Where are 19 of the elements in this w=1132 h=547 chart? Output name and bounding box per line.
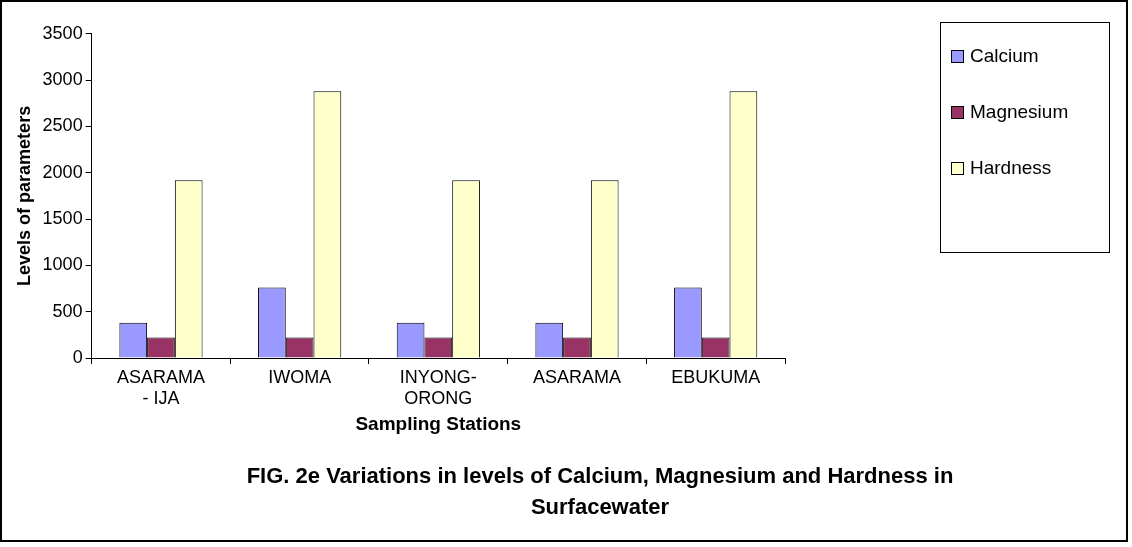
- x-tick-label: ASARAMA - IJA: [116, 366, 205, 409]
- y-tick-label: 3500: [42, 22, 83, 43]
- x-tick-label: ASARAMA: [532, 366, 622, 387]
- x-tick-label: EBUKUMA: [671, 366, 761, 387]
- x-tick-label: INYONG-ORONG: [399, 366, 477, 409]
- y-tick-label: 2500: [42, 115, 83, 136]
- text: FIG. 2e Variations in levels of Calcium, Magnesium and Hardness in Surfacewater: [245, 462, 955, 521]
- y-axis-title: Levels of parameters: [13, 105, 34, 286]
- x-axis-title: Sampling Stations: [355, 412, 522, 434]
- legend-label: Calcium: [970, 45, 1039, 67]
- y-tick-label: 1000: [42, 254, 83, 275]
- y-tick-label: 2000: [42, 161, 83, 182]
- legend-label: Magnesium: [970, 101, 1069, 123]
- y-tick-label: 1500: [42, 208, 83, 229]
- y-tick-label: 3000: [42, 69, 83, 90]
- y-tick-label: 500: [52, 300, 83, 321]
- legend-label: Hardness: [970, 157, 1052, 179]
- y-tick-label: 0: [72, 346, 83, 367]
- x-tick-label: IWOMA: [268, 366, 332, 387]
